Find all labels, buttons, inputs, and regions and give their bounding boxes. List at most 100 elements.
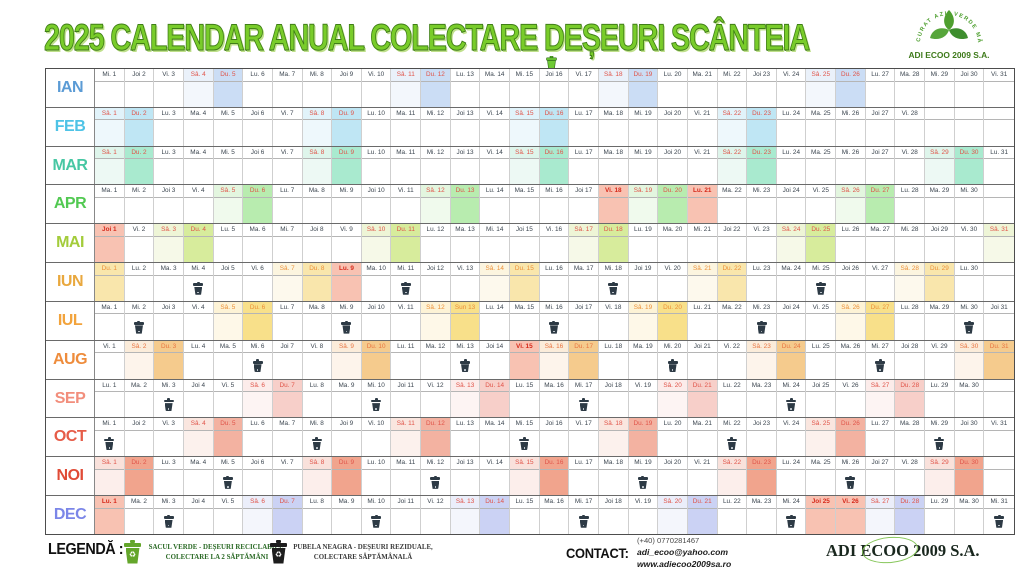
day-body (718, 82, 747, 107)
day-body (925, 353, 954, 378)
day-cell: Sâ. 7 (272, 263, 303, 301)
day-cell: Ma. 4 (183, 146, 214, 185)
day-cell: Du. 16 (539, 146, 570, 185)
day-cell: Mi. 13 (450, 340, 481, 379)
day-cell: Vi. 12 (421, 379, 451, 418)
day-body (925, 469, 954, 496)
day-label: Sâ. 17 (569, 224, 598, 237)
day-body (451, 353, 480, 378)
month-row-dec: DEC Lu. 1 Ma. 2 Mi. 3 Joi 4 Vi. 5 Sâ. 6 Du. 7 Lu… (46, 495, 1014, 534)
day-cell: Lu. 3 (154, 457, 184, 496)
day-cell: Du. 20 (658, 185, 688, 224)
day-body (836, 509, 865, 534)
day-cell: Du. 24 (776, 340, 807, 379)
day-cell: Ma. 11 (391, 146, 422, 185)
day-label: Joi 4 (183, 380, 213, 393)
day-body (984, 276, 1014, 301)
day-body (658, 159, 687, 184)
day-body (243, 237, 272, 262)
day-label: Du. 10 (361, 341, 391, 354)
day-cell: Du. 26 (836, 418, 866, 457)
day-cell: Sâ. 4 (183, 69, 214, 107)
calendar-grid: IAN Mi. 1 Joi 2 Vi. 3 Sâ. 4 Du. 5 Lu. 6 Ma. 7 Mi… (45, 68, 1015, 535)
day-body (984, 392, 1014, 417)
day-body (540, 198, 569, 223)
day-label: Vi. 21 (687, 108, 717, 121)
day-label: Du. 4 (183, 224, 213, 237)
day-body (184, 237, 213, 262)
day-body (629, 353, 658, 378)
day-body (599, 120, 628, 145)
day-label: Du. 5 (213, 418, 243, 431)
day-cell: Joi 13 (450, 107, 481, 146)
trash-bin-icon (460, 359, 471, 373)
day-body (95, 431, 124, 456)
day-cell: Sâ. 15 (510, 146, 540, 185)
svg-text:ADI ECOO 2009 S.A.: ADI ECOO 2009 S.A. (909, 50, 990, 60)
day-label: Lu. 24 (776, 457, 806, 470)
day-cell: Mi. 25 (806, 263, 837, 301)
day-cell: Ma. 18 (598, 146, 629, 185)
day-body (510, 353, 539, 378)
day-cell: Joi 23 (747, 69, 777, 107)
day-label: Joi 15 (510, 224, 539, 237)
day-label: Vi. 7 (272, 147, 302, 160)
day-body (303, 353, 332, 378)
day-label: Vi. 28 (895, 108, 925, 121)
day-label: Lu. 3 (154, 108, 183, 121)
day-cell (925, 107, 955, 146)
day-cell: Lu. 21 (687, 185, 718, 224)
day-body (421, 276, 450, 301)
day-body (184, 353, 213, 378)
day-cell: Mi. 19 (628, 146, 659, 185)
day-cell: Sâ. 25 (806, 418, 837, 457)
day-cell: Joi 4 (183, 496, 214, 534)
day-label: Sâ. 23 (747, 341, 776, 354)
day-label: Vi. 24 (776, 69, 806, 82)
day-body (95, 120, 124, 146)
day-body (273, 314, 302, 339)
day-cell: Vi. 16 (539, 224, 570, 263)
day-label: Lu. 15 (510, 380, 539, 393)
day-body (777, 509, 806, 534)
day-label: Joi 16 (539, 418, 569, 431)
trash-bin-icon (786, 398, 797, 412)
day-label: Vi. 21 (687, 457, 717, 470)
day-cell: Vi. 22 (717, 340, 748, 379)
day-label: Joi 30 (954, 69, 984, 82)
contact-website[interactable]: www.adiecoo2009sa.ro (637, 559, 732, 569)
day-cell: Vi. 24 (776, 418, 807, 457)
day-label: Ma. 23 (747, 496, 776, 509)
day-label: Lu. 29 (925, 496, 954, 509)
day-body (777, 431, 806, 456)
day-cell: Du. 18 (598, 224, 629, 263)
day-body (747, 198, 776, 223)
day-cell: Du. 27 (865, 185, 896, 224)
day-cell: Sâ. 18 (598, 69, 629, 107)
day-label: Ma. 3 (154, 263, 183, 276)
day-body (95, 509, 124, 534)
day-label: Lu. 19 (628, 224, 658, 237)
day-body (184, 314, 213, 339)
day-body (510, 82, 539, 107)
day-label: Mi. 30 (954, 302, 984, 315)
day-body (125, 470, 154, 495)
day-cell: Lu. 22 (717, 496, 748, 534)
day-cell: Du. 23 (747, 107, 777, 146)
legend-label: LEGENDĂ : (48, 541, 124, 558)
day-body (539, 353, 569, 379)
contact-email[interactable]: adi_ecoo@yahoo.com (637, 547, 728, 557)
day-cell: Vi. 23 (747, 224, 777, 263)
day-cell: Mi. 29 (925, 418, 955, 457)
month-row-iul: IUL Ma. 1 Mi. 2 Joi 3 Vi. 4 Sâ. 5 Du. 6 Lu. 7 Ma… (46, 300, 1014, 340)
day-label: Ma. 21 (687, 69, 717, 82)
day-cell: Mi. 3 (154, 379, 184, 418)
day-body (955, 314, 984, 339)
day-label: Joi 3 (154, 185, 183, 198)
day-label: Du. 11 (391, 224, 421, 237)
day-label: Mi. 26 (836, 108, 865, 121)
day-cell: Mi. 1 (95, 69, 125, 107)
day-label: Du. 2 (124, 108, 154, 121)
month-label-ian: IAN (46, 69, 95, 107)
day-body (303, 392, 332, 417)
